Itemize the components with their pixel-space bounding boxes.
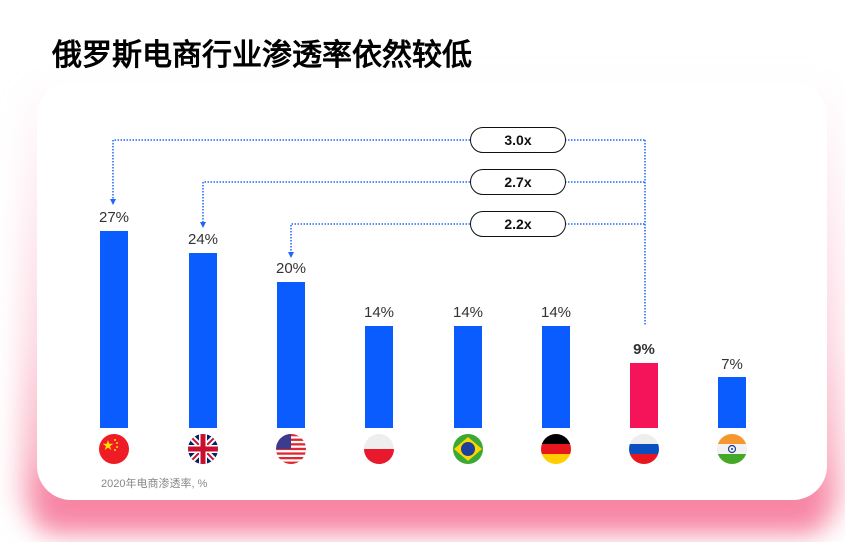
value-label-china: 27% [98,209,130,226]
value-label-india: 7% [721,356,743,373]
poland-flag-icon [364,434,394,464]
chart-caption: 2020年电商渗透率, % [101,478,208,490]
bar-usa [277,282,305,428]
bar-uk [189,253,217,428]
chart-card [37,82,827,500]
value-label-usa: 20% [275,260,307,277]
value-label-germany: 14% [540,304,572,321]
bar-india [718,377,746,428]
brazil-flag-icon [453,434,483,464]
china-flag-icon [99,434,129,464]
bar-poland [365,326,393,428]
bar-brazil [454,326,482,428]
ratio-pill-uk: 2.7x [470,169,566,195]
value-label-poland: 14% [363,304,395,321]
value-label-russia: 9% [633,341,655,358]
india-flag-icon [717,434,747,464]
bar-germany [542,326,570,428]
russia-flag-icon [629,434,659,464]
bar-china [100,231,128,428]
usa-flag-icon [276,434,306,464]
value-label-uk: 24% [187,231,219,248]
bar-russia [630,363,658,428]
uk-flag-icon [188,434,218,464]
value-label-brazil: 14% [452,304,484,321]
germany-flag-icon [541,434,571,464]
page-title: 俄罗斯电商行业渗透率依然较低 [52,38,472,73]
ratio-pill-usa: 2.2x [470,211,566,237]
ratio-pill-china: 3.0x [470,127,566,153]
